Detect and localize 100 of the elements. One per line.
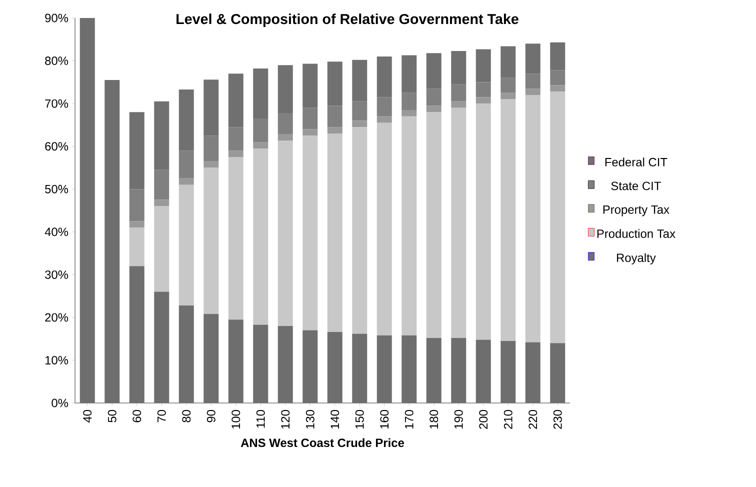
bar <box>426 88 442 106</box>
bar <box>129 228 144 266</box>
x-tick-label: 70 <box>157 410 166 422</box>
x-tick-label: 210 <box>504 410 512 429</box>
bar <box>302 136 318 330</box>
bar <box>178 89 194 151</box>
y-tick-label: 70% <box>45 99 68 108</box>
x-tick-label: 150 <box>355 410 364 429</box>
chart-title: Level & Composition of Relative Government Take <box>176 14 518 27</box>
legend-label: Production Tax <box>597 229 676 238</box>
x-tick-label: 220 <box>528 410 538 429</box>
bar <box>129 266 144 403</box>
bar <box>204 80 219 136</box>
legend-label: Federal CIT <box>605 158 668 166</box>
x-axis-title: ANS West Coast Crude Price <box>240 438 404 448</box>
bar <box>154 170 170 200</box>
bar <box>253 142 268 148</box>
bar <box>426 338 442 403</box>
bar <box>178 178 194 185</box>
bar <box>327 127 342 134</box>
x-tick-label: 50 <box>108 410 116 422</box>
bar <box>525 44 540 74</box>
x-tick-label: 80 <box>182 410 191 422</box>
bar <box>154 101 170 170</box>
x-tick-label: 170 <box>404 410 414 429</box>
y-tick-label: 50% <box>45 184 68 194</box>
bar <box>550 343 566 403</box>
bar <box>154 206 170 292</box>
bar <box>451 84 466 102</box>
bar <box>426 53 442 89</box>
bar <box>525 342 540 403</box>
bar <box>302 64 318 108</box>
bar <box>104 80 120 403</box>
bar <box>278 140 293 326</box>
bar <box>253 68 268 119</box>
x-tick-label: 190 <box>454 410 463 429</box>
y-tick-label: 0% <box>52 398 68 408</box>
bar <box>376 122 392 336</box>
bar <box>129 112 144 190</box>
bar <box>278 65 293 113</box>
bar <box>204 314 219 403</box>
bar <box>550 42 566 70</box>
y-tick-label: 90% <box>45 14 68 22</box>
bar <box>154 292 170 403</box>
bar <box>204 136 219 162</box>
bar <box>228 74 244 128</box>
bar <box>476 340 491 403</box>
bar <box>129 189 144 222</box>
x-tick-label: 90 <box>206 410 216 422</box>
bar <box>228 127 244 151</box>
bar <box>352 334 368 403</box>
bar <box>302 129 318 136</box>
y-tick-label: 10% <box>45 356 68 364</box>
bar <box>327 134 342 332</box>
bar <box>253 118 268 142</box>
bar <box>278 112 293 134</box>
bar <box>178 184 194 306</box>
bar <box>376 97 392 116</box>
bar <box>500 340 516 403</box>
bar <box>451 101 466 108</box>
bar <box>402 110 417 116</box>
bar <box>476 97 491 104</box>
y-tick-label: 60% <box>45 142 68 151</box>
bar <box>129 221 144 228</box>
bar <box>327 332 342 403</box>
bar <box>178 305 194 403</box>
bar <box>426 106 442 112</box>
bar <box>302 108 318 130</box>
bar <box>80 18 95 403</box>
bar <box>253 148 268 325</box>
x-tick-label: 200 <box>479 410 488 429</box>
x-tick-label: 230 <box>553 410 562 429</box>
x-tick-label: 160 <box>380 410 389 429</box>
x-tick-label: 120 <box>281 410 290 429</box>
bar <box>376 335 392 403</box>
bar <box>204 161 219 168</box>
bar <box>228 150 244 158</box>
bar <box>278 134 293 141</box>
x-tick-label: 60 <box>132 410 142 422</box>
bar <box>500 46 516 78</box>
bar <box>451 108 466 338</box>
y-tick-label: 40% <box>44 228 68 236</box>
bar <box>402 55 417 93</box>
legend-label: State CIT <box>611 182 661 190</box>
bar <box>327 62 342 106</box>
bar <box>253 324 268 403</box>
x-tick-label: 100 <box>232 410 240 429</box>
bar <box>500 99 516 341</box>
x-tick-label: 180 <box>430 410 438 429</box>
bar <box>525 88 540 96</box>
bar <box>525 74 540 89</box>
bar <box>204 168 219 314</box>
bar <box>476 104 491 340</box>
bar <box>426 112 442 338</box>
bar <box>154 200 170 206</box>
legend-label: Royalty <box>617 253 656 264</box>
bar <box>402 335 417 403</box>
bar <box>302 330 318 403</box>
bar <box>500 78 516 93</box>
x-tick-label: 40 <box>83 410 92 423</box>
